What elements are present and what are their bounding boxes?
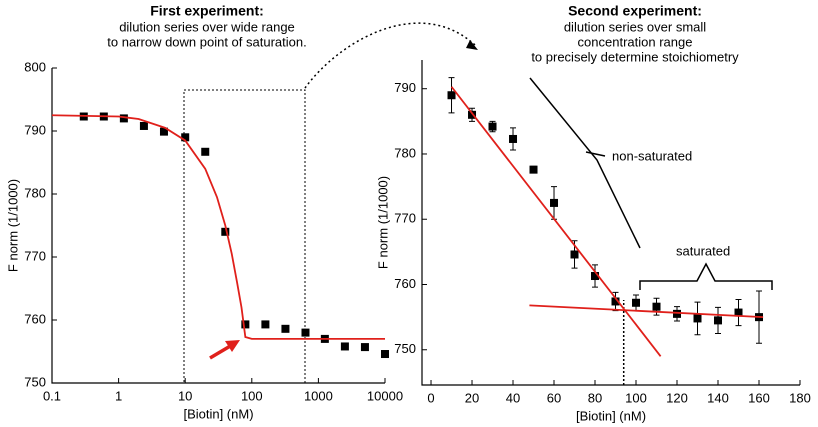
data-point (301, 328, 310, 337)
chart-title: First experiment: (150, 3, 264, 19)
subtitle: dilution series over wide range (119, 19, 295, 34)
data-point (281, 324, 290, 333)
zoom-box (183, 89, 306, 384)
y-tick-label: 790 (24, 122, 46, 137)
data-point (119, 114, 128, 123)
data-point (159, 127, 168, 136)
arrow-head (466, 40, 478, 50)
x-tick-label: 80 (588, 390, 602, 405)
data-point (340, 342, 349, 351)
data-point (381, 350, 389, 359)
x-tick-label: 140 (707, 390, 729, 405)
x-axis-label: [Biotin] (nM) (576, 408, 646, 423)
axes (421, 60, 800, 386)
y-tick-label: 800 (24, 59, 46, 74)
subtitle: to narrow down point of saturation. (107, 34, 306, 49)
x-tick-label: 10000 (367, 388, 403, 403)
x-tick-label: 100 (241, 388, 263, 403)
x-tick-label: 160 (748, 390, 770, 405)
x-tick-label: 40 (506, 390, 520, 405)
fit-line (450, 86, 662, 357)
x-tick-label: 180 (789, 390, 811, 405)
data-point (611, 297, 620, 306)
x-tick-label: 0 (427, 390, 434, 405)
subtitle: to precisely determine stoichiometry (531, 49, 739, 64)
x-tick-label: 20 (465, 390, 479, 405)
subtitle: concentration range (578, 34, 693, 49)
transition-arrow (304, 22, 476, 89)
data-point (529, 165, 538, 174)
data-point (241, 320, 250, 329)
data-point (714, 316, 723, 325)
x-tick-label: 1000 (304, 388, 333, 403)
chart-title: Second experiment: (568, 3, 702, 19)
y-tick-label: 770 (24, 248, 46, 263)
data-point (201, 147, 210, 156)
x-tick-label: 0.1 (43, 388, 61, 403)
annotation: non-saturated (612, 148, 692, 163)
red-arrow-head (225, 340, 240, 352)
data-point (221, 227, 230, 236)
data-point (468, 110, 477, 119)
x-tick-label: 60 (547, 390, 561, 405)
y-axis-label: F norm (1/1000) (5, 179, 20, 272)
red-arrow (209, 343, 233, 360)
data-point (488, 122, 497, 131)
y-tick-label: 750 (394, 341, 416, 356)
y-tick-label: 760 (24, 311, 46, 326)
data-point (550, 198, 559, 207)
data-point (139, 121, 148, 130)
y-tick-label: 750 (24, 374, 46, 389)
bracket (639, 262, 773, 290)
y-tick-label: 780 (24, 185, 46, 200)
fit-line (51, 114, 385, 340)
x-tick-label: 1 (115, 388, 122, 403)
x-tick-label: 10 (178, 388, 192, 403)
data-point (570, 250, 579, 259)
bracket-tip (585, 151, 606, 157)
y-tick-label: 780 (394, 145, 416, 160)
data-point (632, 298, 641, 307)
x-tick-label: 100 (625, 390, 647, 405)
data-point (652, 302, 661, 311)
y-axis-label: F norm (1/1000) (375, 176, 390, 269)
data-point (673, 309, 682, 318)
data-point (360, 343, 369, 352)
data-point (181, 133, 190, 142)
y-tick-label: 770 (394, 211, 416, 226)
fit-line (529, 304, 764, 319)
data-point (591, 272, 600, 281)
x-axis-label: [Biotin] (nM) (183, 406, 253, 421)
data-point (447, 91, 456, 100)
data-point (261, 320, 270, 329)
bracket (529, 77, 641, 249)
annotation: saturated (676, 243, 730, 258)
subtitle: dilution series over small (564, 19, 706, 34)
data-point (509, 134, 518, 143)
y-tick-label: 790 (394, 80, 416, 95)
data-point (693, 314, 702, 323)
data-point (734, 308, 743, 317)
x-tick-label: 120 (666, 390, 688, 405)
y-tick-label: 760 (394, 276, 416, 291)
